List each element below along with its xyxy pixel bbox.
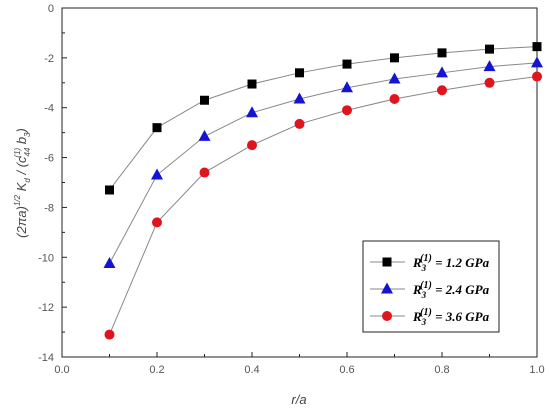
y-tick-label: -10 bbox=[38, 252, 54, 264]
x-axis-label: r/a bbox=[291, 392, 306, 407]
x-tick-label: 0.6 bbox=[339, 364, 354, 376]
data-point bbox=[436, 66, 448, 78]
data-point bbox=[198, 129, 211, 141]
data-point bbox=[152, 217, 162, 228]
x-tick-label: 0.0 bbox=[54, 364, 69, 376]
series-1 bbox=[105, 42, 542, 195]
y-tick-label: -14 bbox=[38, 352, 54, 364]
y-axis: 0 -2 -4 -6 -8 -10 -12 -14 bbox=[38, 3, 67, 364]
data-point bbox=[532, 42, 542, 52]
y-tick-label: -2 bbox=[44, 53, 54, 65]
legend-entry-3: R3(1) = 3.6 GPa bbox=[370, 307, 490, 327]
legend-marker bbox=[381, 282, 393, 294]
series-2 bbox=[103, 56, 543, 269]
legend-label: R3(1) = 1.2 GPa bbox=[412, 253, 490, 273]
x-tick-label: 0.8 bbox=[434, 364, 449, 376]
data-point bbox=[152, 123, 162, 133]
data-point bbox=[104, 329, 115, 340]
data-point bbox=[531, 56, 543, 68]
y-axis-label: (2πa)1/2 Kd / (c44(1) b3) bbox=[13, 128, 32, 238]
data-point bbox=[437, 85, 447, 96]
x-tick-label: 0.4 bbox=[244, 364, 259, 376]
y-tick-label: -6 bbox=[44, 153, 54, 165]
data-point bbox=[247, 79, 257, 89]
legend: R3(1) = 1.2 GPa R3(1) = 2.4 GPa R3(1) = 3.… bbox=[362, 240, 500, 333]
legend-entry-2: R3(1) = 2.4 GPa bbox=[370, 280, 490, 300]
series-layer bbox=[103, 42, 543, 340]
data-point bbox=[342, 105, 352, 116]
x-tick-label: 1.0 bbox=[529, 364, 544, 376]
data-point bbox=[151, 168, 163, 180]
data-point bbox=[294, 118, 305, 129]
data-point bbox=[246, 106, 258, 118]
data-point bbox=[388, 72, 401, 84]
series-line bbox=[109, 62, 538, 264]
data-point bbox=[341, 81, 353, 93]
series-line bbox=[109, 76, 538, 335]
data-point bbox=[247, 140, 257, 151]
data-point bbox=[103, 257, 116, 269]
series-3 bbox=[104, 71, 542, 340]
data-point bbox=[295, 68, 304, 78]
legend-entry-1: R3(1) = 1.2 GPa bbox=[370, 253, 490, 273]
series-line bbox=[109, 46, 538, 191]
data-point bbox=[342, 59, 352, 69]
data-point bbox=[390, 53, 399, 63]
data-point bbox=[484, 77, 495, 88]
data-point bbox=[389, 93, 400, 104]
data-point bbox=[199, 167, 210, 178]
legend-label: R3(1) = 2.4 GPa bbox=[412, 280, 490, 300]
legend-label: R3(1) = 3.6 GPa bbox=[412, 307, 490, 327]
legend-marker bbox=[382, 257, 392, 267]
data-point bbox=[293, 92, 306, 104]
data-point bbox=[483, 60, 496, 72]
data-point bbox=[532, 71, 542, 82]
x-axis: 0.0 0.2 0.4 0.6 0.8 1.0 bbox=[54, 352, 545, 376]
y-tick-label: -8 bbox=[44, 202, 54, 214]
data-point bbox=[485, 44, 494, 54]
x-tick-label: 0.2 bbox=[149, 364, 164, 376]
y-tick-label: 0 bbox=[48, 3, 54, 15]
data-point bbox=[200, 95, 209, 105]
y-tick-label: -12 bbox=[38, 302, 54, 314]
legend-marker bbox=[382, 311, 392, 321]
data-point bbox=[105, 185, 114, 195]
data-point bbox=[437, 48, 447, 58]
y-tick-label: -4 bbox=[44, 103, 54, 115]
